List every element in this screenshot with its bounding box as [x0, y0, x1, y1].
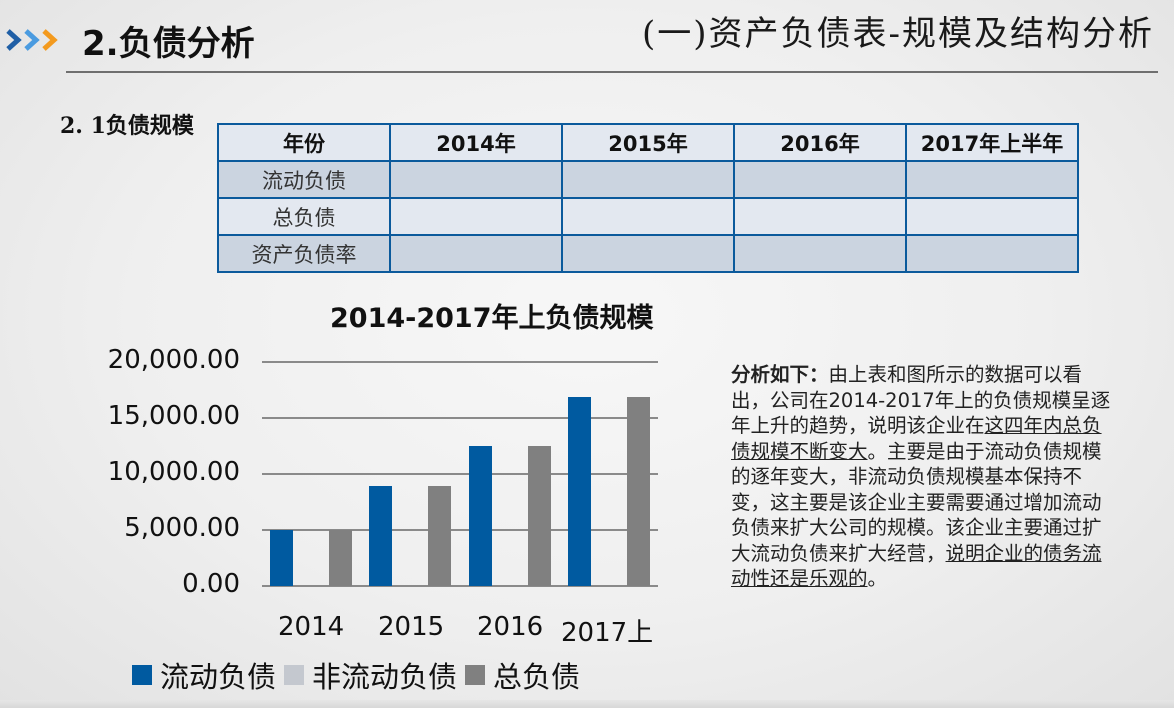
table-header: 2016年: [733, 123, 907, 162]
table-row: 流动负债: [217, 160, 1079, 199]
bar-1-0: [369, 486, 392, 586]
table-cell: [561, 197, 735, 236]
legend-item-noncurrent-liabilities: 非流动负债: [284, 654, 457, 696]
row-label: 流动负债: [217, 160, 391, 199]
legend-item-current-liabilities: 流动负债: [132, 654, 276, 696]
bar-3-2: [627, 397, 650, 586]
y-tick-label: 10,000.00: [107, 457, 240, 487]
analysis-paragraph: 分析如下：由上表和图所示的数据可以看出，公司在2014-2017年上的负债规模呈…: [731, 362, 1115, 592]
table-row: 资产负债率: [217, 234, 1079, 273]
analysis-underlined: 这四年内总负债规模不断变大: [731, 414, 1102, 463]
table-cell: [733, 197, 907, 236]
bar-3-0: [568, 397, 591, 586]
legend-item-total-liabilities: 总负债: [465, 654, 580, 696]
footer-band: [0, 700, 1174, 708]
table-cell: [389, 234, 563, 273]
table-header: 2014年: [389, 123, 563, 162]
table-row: 总负债: [217, 197, 1079, 236]
triple-chevron-right-icon: [6, 29, 58, 51]
liability-table: 年份 2014年 2015年 2016年 2017年上半年 流动负债 总负债 资…: [217, 123, 1079, 273]
gridline: [262, 417, 658, 419]
legend-swatch: [132, 665, 152, 685]
page-title: 2.负债分析: [82, 24, 255, 64]
x-tick-label: 2016: [477, 612, 544, 642]
page-subtitle: (一)资产负债表-规模及结构分析: [641, 14, 1154, 54]
table-cell: [561, 234, 735, 273]
bar-1-2: [428, 486, 451, 586]
header-divider: [66, 71, 1158, 73]
legend-label: 流动负债: [160, 660, 277, 694]
table-header: 年份: [217, 123, 391, 162]
table-header: 2017年上半年: [905, 123, 1079, 162]
analysis-text: 由上表和图所示的数据可以看出，公司在2014-2017年上的负债规模呈逐年上升的…: [731, 363, 1111, 437]
legend-label: 总负债: [493, 660, 581, 694]
row-label: 资产负债率: [217, 234, 391, 273]
legend-swatch: [465, 665, 486, 685]
y-tick-label: 20,000.00: [107, 345, 240, 375]
chart-title: 2014-2017年上负债规模: [330, 303, 654, 334]
analysis-underlined: 说明企业的债务流动性还是乐观的: [731, 541, 1102, 591]
gridline: [262, 361, 658, 363]
row-label: 总负债: [217, 197, 391, 236]
table-header-row: 年份 2014年 2015年 2016年 2017年上半年: [217, 123, 1079, 162]
x-tick-label: 2015: [378, 612, 445, 642]
table-cell: [389, 160, 563, 199]
table-header: 2015年: [561, 123, 735, 162]
legend-label: 非流动负债: [312, 660, 458, 694]
x-tick-label: 2014: [278, 612, 345, 642]
gridline: [262, 473, 658, 475]
table-cell: [905, 160, 1079, 199]
table-cell: [561, 160, 735, 199]
table-cell: [905, 197, 1079, 236]
bar-0-0: [270, 530, 293, 586]
table-cell: [733, 160, 907, 199]
table-cell: [905, 234, 1079, 273]
table-cell: [733, 234, 907, 273]
bar-2-0: [469, 446, 492, 586]
analysis-text: 。: [867, 567, 888, 590]
x-axis-line: [262, 585, 658, 587]
table-cell: [389, 197, 563, 236]
x-tick-label: 2017上: [561, 618, 654, 648]
y-tick-label: 15,000.00: [107, 401, 240, 431]
y-tick-label: 5,000.00: [124, 513, 240, 543]
bar-0-2: [329, 530, 352, 586]
bar-2-2: [528, 446, 551, 586]
legend-swatch: [284, 665, 305, 685]
y-tick-label: 0.00: [182, 569, 240, 599]
gridline: [262, 529, 658, 531]
analysis-text: 。主要是由于流动负债规模的逐年变大，非流动负债规模基本保持不变，这主要是该企业主…: [731, 439, 1102, 565]
chart-legend: 流动负债 非流动负债 总负债: [132, 654, 588, 696]
analysis-lead: 分析如下：: [731, 363, 829, 386]
section-label: 2. 1负债规模: [60, 113, 194, 139]
